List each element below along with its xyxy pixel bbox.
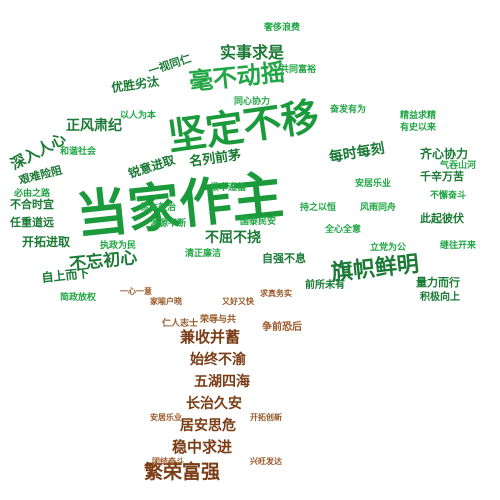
- trunk-word: 稳中求进: [172, 438, 232, 456]
- trunk-word: 兴旺发达: [250, 456, 282, 466]
- crown-word: 有史以来: [400, 121, 437, 133]
- trunk-word: 家喻户晓: [150, 296, 182, 306]
- trunk-word: 争前恐后: [262, 320, 302, 333]
- crown-word: 必由之路: [13, 187, 51, 199]
- crown-word: 安居乐业: [355, 177, 391, 189]
- crown-word: 奢侈浪费: [263, 21, 300, 33]
- trunk-word: 荣辱与共: [199, 313, 236, 325]
- trunk-word: 又好又快: [221, 296, 255, 306]
- crown-word: 正风肃纪: [66, 117, 122, 134]
- tree-trunk: 兼收并蓄 始终不渝 五湖四海 长治久安 居安思危 稳中求进 繁荣富强 荣辱与共 …: [120, 286, 302, 483]
- crown-word: 以人为本: [120, 109, 157, 121]
- trunk-word: 团结奋斗: [152, 456, 184, 466]
- trunk-word: 五湖四海: [194, 373, 250, 390]
- tree-crown: 当家作主 坚定不移 毫不动摇 旗帜鲜明 实事求是 深入人心 正风肃纪 不忘初心 …: [7, 21, 477, 303]
- crown-word: 自上而下: [41, 265, 90, 285]
- crown-word: 持之以恒: [300, 201, 336, 213]
- crown-word: 标本兼治: [139, 201, 176, 213]
- trunk-word: 长治久安: [186, 395, 242, 412]
- crown-word: 立党为公: [370, 241, 406, 253]
- crown-word: 不合时宜: [10, 197, 54, 211]
- crown-word: 风雨同舟: [360, 201, 396, 213]
- trunk-word: 仁人志士: [162, 317, 198, 329]
- trunk-word: 安居乐业: [150, 412, 182, 422]
- crown-word: 此起彼伏: [420, 211, 464, 225]
- crown-word: 共同富裕: [280, 63, 316, 75]
- crown-word: 根本遵循: [210, 181, 246, 193]
- crown-word: 自强不息: [262, 251, 306, 265]
- crown-word: 前所未有: [305, 278, 345, 291]
- crown-word: 国泰民安: [240, 215, 276, 227]
- crown-word: 名列前茅: [188, 147, 242, 170]
- crown-word: 积极向上: [420, 290, 460, 303]
- crown-word: 不屈不挠: [205, 229, 261, 246]
- trunk-word: 求真务实: [260, 288, 292, 298]
- crown-word: 清正廉洁: [185, 247, 221, 259]
- trunk-word: 居安思危: [180, 417, 236, 434]
- crown-word: 简政放权: [60, 291, 97, 303]
- crown-word: 同心协力: [234, 95, 270, 107]
- crown-word: 气吞山河: [439, 159, 476, 171]
- crown-word: 每时每刻: [328, 139, 386, 165]
- crown-word: 千辛万苦: [420, 169, 464, 183]
- trunk-word: 兼收并蓄: [180, 328, 240, 346]
- crown-word: 优胜劣汰: [110, 73, 161, 95]
- crown-word: 齐心协力: [420, 146, 468, 161]
- crown-word: 执政为民: [100, 239, 136, 251]
- crown-word: 源源不断: [150, 217, 186, 229]
- trunk-word: 开拓创新: [250, 412, 282, 422]
- crown-word: 精益求精: [400, 109, 436, 121]
- crown-word: 全心全意: [324, 223, 361, 235]
- crown-word: 和谐社会: [59, 145, 97, 157]
- trunk-word: 一心一意: [120, 286, 152, 296]
- crown-word: 一视同仁: [147, 51, 193, 78]
- trunk-word: 繁荣富强: [144, 460, 220, 483]
- trunk-word: 始终不渝: [190, 351, 247, 368]
- crown-word: 开拓进取: [22, 234, 70, 249]
- crown-word: 量力而行: [416, 275, 460, 289]
- crown-word: 继往开来: [440, 239, 477, 251]
- crown-word: 任重道远: [9, 215, 54, 229]
- crown-word: 奋发有为: [329, 103, 366, 115]
- crown-word: 实事求是: [220, 43, 284, 62]
- crown-word: 毫不动摇: [188, 58, 286, 96]
- crown-word: 不懈奋斗: [430, 189, 466, 201]
